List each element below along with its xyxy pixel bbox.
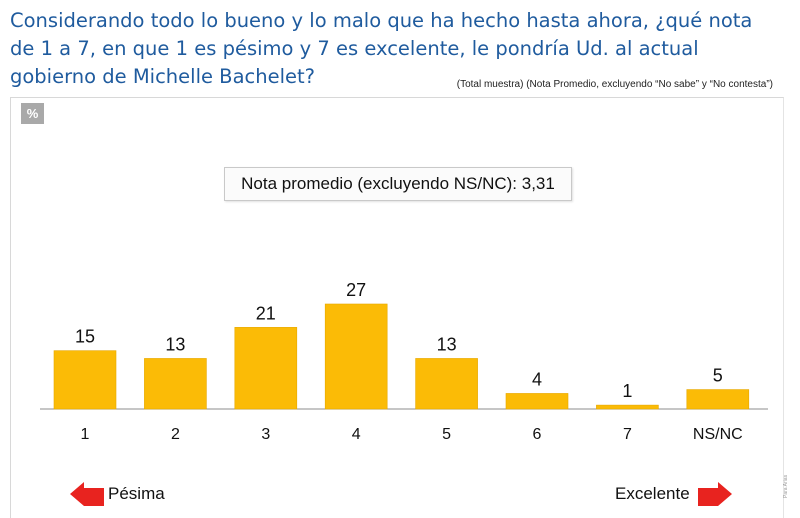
bar-value-label: 21 — [256, 303, 276, 323]
sample-note: (Total muestra) (Nota Promedio, excluyen… — [456, 79, 773, 90]
category-tick-label: 2 — [171, 426, 180, 443]
arrow-left-icon — [70, 482, 104, 506]
category-tick-label: 1 — [81, 426, 90, 443]
category-tick-label: 4 — [352, 426, 361, 443]
bar-value-label: 4 — [532, 369, 542, 389]
bar-value-label: 13 — [165, 334, 185, 354]
bar-value-label: 5 — [713, 366, 723, 386]
bar — [596, 404, 659, 410]
percent-badge: % — [21, 103, 44, 124]
bar — [415, 358, 478, 410]
category-tick-label: 7 — [623, 426, 632, 443]
bar — [234, 327, 298, 410]
scale-right-label: Excelente — [615, 484, 690, 503]
bar — [144, 358, 207, 410]
scale-left-label: Pésima — [108, 484, 165, 503]
category-tick-label: 3 — [261, 426, 270, 443]
average-score-box: Nota promedio (excluyendo NS/NC): 3,31 — [224, 167, 572, 201]
bar-value-label: 27 — [346, 280, 366, 300]
bar — [53, 350, 117, 410]
bar — [505, 393, 569, 410]
category-tick-label: 6 — [533, 426, 542, 443]
bar-value-label: 1 — [622, 381, 632, 401]
bar — [686, 389, 750, 410]
bar-value-label: 15 — [75, 327, 95, 347]
arrow-right-icon — [698, 482, 732, 506]
bar-chart: 15 1 13 2 21 3 27 4 13 5 4 6 1 7 5 NS/NC — [40, 280, 768, 443]
side-credit: Para Arias — [783, 474, 789, 498]
question-title: Considerando todo lo bueno y lo malo que… — [10, 9, 753, 88]
bar — [324, 303, 388, 410]
bar-value-label: 13 — [437, 334, 457, 354]
category-tick-label: NS/NC — [693, 426, 743, 443]
category-tick-label: 5 — [442, 426, 451, 443]
